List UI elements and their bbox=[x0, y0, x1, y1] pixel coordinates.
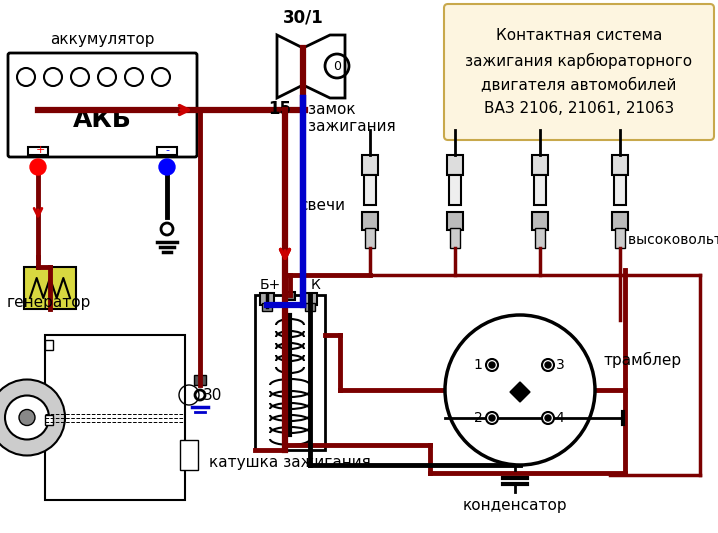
Circle shape bbox=[489, 362, 495, 368]
Bar bbox=[262, 303, 272, 311]
Bar bbox=[45, 415, 53, 425]
Text: -: - bbox=[165, 145, 169, 155]
Bar bbox=[260, 293, 274, 305]
Bar bbox=[45, 335, 185, 500]
Circle shape bbox=[5, 395, 49, 440]
Bar bbox=[449, 175, 461, 205]
Bar bbox=[303, 293, 317, 305]
Circle shape bbox=[30, 159, 46, 175]
Circle shape bbox=[489, 415, 495, 421]
Bar bbox=[45, 340, 53, 350]
FancyBboxPatch shape bbox=[8, 53, 197, 157]
Bar bbox=[447, 155, 463, 175]
Text: генератор: генератор bbox=[7, 295, 91, 310]
Text: АКБ: АКБ bbox=[73, 108, 132, 132]
Circle shape bbox=[545, 362, 551, 368]
Text: 4: 4 bbox=[556, 411, 564, 425]
Text: 1: 1 bbox=[474, 358, 482, 372]
FancyBboxPatch shape bbox=[444, 4, 714, 140]
Bar bbox=[614, 175, 626, 205]
Text: 0: 0 bbox=[333, 61, 341, 74]
Bar bbox=[532, 155, 548, 175]
Text: 3: 3 bbox=[556, 358, 564, 372]
Text: высоковольтные провода: высоковольтные провода bbox=[628, 233, 718, 247]
Bar bbox=[28, 147, 48, 155]
Text: 30/1: 30/1 bbox=[283, 9, 323, 27]
Text: конденсатор: конденсатор bbox=[462, 498, 567, 513]
Text: Б+: Б+ bbox=[260, 278, 281, 292]
Polygon shape bbox=[510, 382, 530, 402]
Bar bbox=[24, 267, 76, 309]
Circle shape bbox=[19, 409, 35, 425]
Text: Контактная система
зажигания карбюраторного
двигателя автомобилей
ВАЗ 2106, 2106: Контактная система зажигания карбюраторн… bbox=[465, 28, 693, 116]
Circle shape bbox=[542, 359, 554, 371]
Circle shape bbox=[486, 359, 498, 371]
Bar bbox=[532, 212, 548, 230]
Circle shape bbox=[445, 315, 595, 465]
Circle shape bbox=[545, 415, 551, 421]
Bar bbox=[362, 155, 378, 175]
Bar bbox=[364, 175, 376, 205]
Bar bbox=[365, 228, 375, 248]
Text: замок
зажигания: замок зажигания bbox=[308, 102, 396, 134]
Bar bbox=[305, 303, 315, 311]
Circle shape bbox=[0, 379, 65, 456]
Text: аккумулятор: аккумулятор bbox=[50, 32, 155, 47]
Bar bbox=[362, 212, 378, 230]
Text: трамблер: трамблер bbox=[603, 352, 681, 368]
Bar bbox=[450, 228, 460, 248]
Text: 2: 2 bbox=[474, 411, 482, 425]
Bar bbox=[194, 375, 206, 385]
Text: 30: 30 bbox=[203, 387, 223, 402]
Bar bbox=[535, 228, 545, 248]
Text: +: + bbox=[35, 145, 45, 155]
Bar bbox=[255, 295, 325, 450]
Circle shape bbox=[159, 159, 175, 175]
Bar bbox=[534, 175, 546, 205]
Text: К: К bbox=[310, 278, 320, 292]
Text: 15: 15 bbox=[268, 100, 291, 118]
Circle shape bbox=[542, 412, 554, 424]
Bar bbox=[285, 292, 295, 300]
Text: катушка зажигания: катушка зажигания bbox=[209, 455, 371, 470]
Bar bbox=[157, 147, 177, 155]
Bar bbox=[447, 212, 463, 230]
Bar bbox=[612, 155, 628, 175]
Circle shape bbox=[486, 412, 498, 424]
Text: свечи: свечи bbox=[299, 198, 345, 213]
Bar bbox=[180, 440, 198, 470]
Bar bbox=[612, 212, 628, 230]
Bar bbox=[615, 228, 625, 248]
